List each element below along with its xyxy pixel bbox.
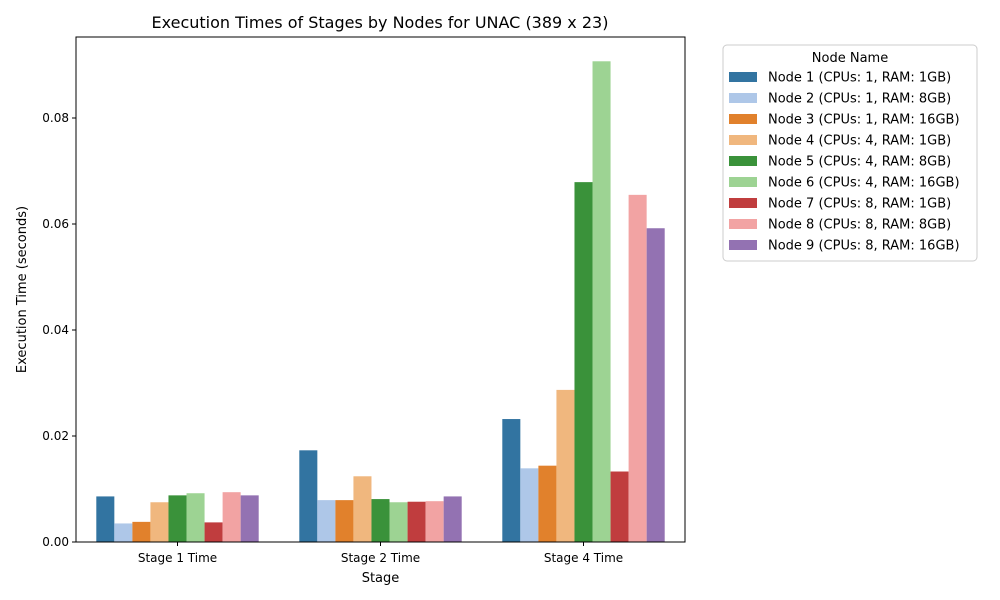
bars-group [96,61,665,543]
chart-title: Execution Times of Stages by Nodes for U… [152,13,609,32]
legend-label-node-8: Node 8 (CPUs: 8, RAM: 8GB) [768,218,951,233]
legend-swatch-node-3 [729,114,757,124]
bar-node-2-stage-1 [114,523,133,542]
bar-node-9-stage-3 [646,228,665,543]
legend: Node Name Node 1 (CPUs: 1, RAM: 1GB)Node… [722,44,978,262]
bar-node-1-stage-3 [502,419,521,542]
legend-swatch-node-9 [729,240,757,250]
x-tick-label: Stage 1 Time [138,551,217,565]
legend-label-node-2: Node 2 (CPUs: 1, RAM: 8GB) [768,92,951,107]
legend-label-node-5: Node 5 (CPUs: 4, RAM: 8GB) [768,155,951,170]
bar-node-9-stage-1 [240,495,259,542]
legend-swatch-node-2 [729,93,757,103]
bar-node-7-stage-3 [610,471,629,542]
bar-node-1-stage-2 [299,450,318,542]
legend-swatch-node-4 [729,135,757,145]
x-tick-label: Stage 2 Time [341,551,420,565]
legend-label-node-3: Node 3 (CPUs: 1, RAM: 16GB) [768,113,960,128]
bar-node-7-stage-2 [407,501,426,542]
plot-frame [75,36,686,543]
y-tick-label: 0.00 [42,535,69,549]
bar-node-8-stage-2 [425,501,444,542]
legend-label-node-9: Node 9 (CPUs: 8, RAM: 16GB) [768,239,960,254]
legend-title: Node Name [812,51,888,66]
y-tick-label: 0.06 [42,217,69,231]
y-tick-label: 0.08 [42,111,69,125]
bar-node-5-stage-3 [574,182,593,542]
bar-node-3-stage-3 [538,465,557,542]
bar-node-2-stage-3 [520,468,539,542]
y-axis: 0.00 0.02 0.04 0.06 0.08 [42,111,76,549]
bar-node-6-stage-1 [186,493,205,542]
legend-label-node-7: Node 7 (CPUs: 8, RAM: 1GB) [768,197,951,212]
bar-node-4-stage-3 [556,389,575,542]
x-axis-label: Stage [362,571,400,586]
legend-swatch-node-1 [729,72,757,82]
bar-node-9-stage-2 [443,496,462,542]
bar-node-7-stage-1 [204,522,223,542]
bar-node-1-stage-1 [96,496,115,542]
legend-swatch-node-7 [729,198,757,208]
bar-node-4-stage-1 [150,502,169,542]
legend-swatch-node-5 [729,156,757,166]
bar-node-8-stage-1 [222,492,241,542]
legend-label-node-1: Node 1 (CPUs: 1, RAM: 1GB) [768,71,951,86]
bar-node-3-stage-2 [335,500,354,542]
legend-label-node-6: Node 6 (CPUs: 4, RAM: 16GB) [768,176,960,191]
y-tick-label: 0.04 [42,323,69,337]
bar-node-5-stage-2 [371,499,390,542]
legend-swatch-node-8 [729,219,757,229]
bar-node-6-stage-3 [592,61,611,542]
legend-label-node-4: Node 4 (CPUs: 4, RAM: 1GB) [768,134,951,149]
legend-frame [722,44,978,262]
bar-node-8-stage-3 [628,194,647,542]
bar-node-4-stage-2 [353,476,372,542]
bar-node-6-stage-2 [389,502,408,542]
legend-items: Node 1 (CPUs: 1, RAM: 1GB) Node 2 (CPUs: … [729,71,960,254]
bar-node-3-stage-1 [132,521,151,542]
y-tick-label: 0.02 [42,429,69,443]
y-axis-label: Execution Time (seconds) [15,206,30,373]
x-axis: Stage 1 Time Stage 2 Time Stage 4 Time [138,542,623,565]
bar-node-2-stage-2 [317,500,336,542]
x-tick-label: Stage 4 Time [544,551,623,565]
bar-node-5-stage-1 [168,495,187,542]
legend-swatch-node-6 [729,177,757,187]
